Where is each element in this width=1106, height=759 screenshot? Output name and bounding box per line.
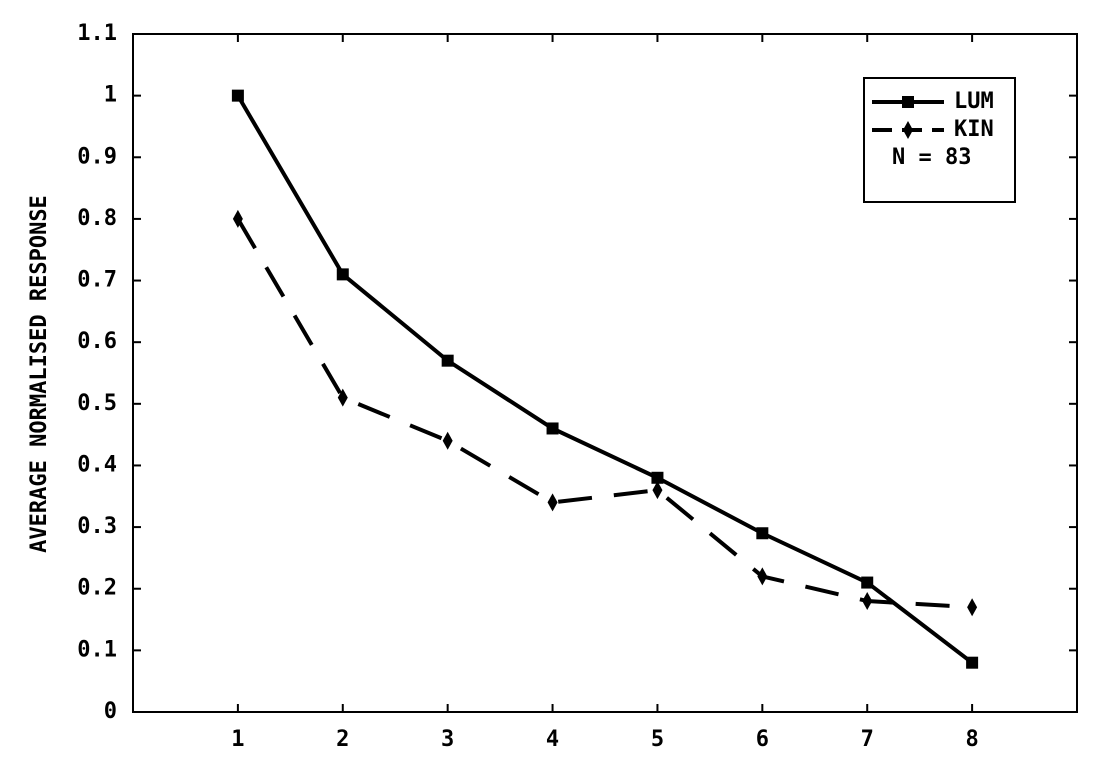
x-tick-label: 4 (546, 727, 559, 752)
legend-label: KIN (954, 117, 994, 142)
annotation: N = 83 (892, 145, 971, 170)
y-tick-label: 0.4 (77, 452, 117, 477)
y-axis-label: AVERAGE NORMALISED RESPONSE (27, 195, 52, 553)
data-point (232, 209, 243, 228)
data-point (441, 354, 454, 367)
legend-marker (902, 96, 914, 108)
data-point (442, 431, 453, 450)
x-tick-label: 5 (651, 727, 664, 752)
data-point (861, 576, 874, 589)
data-point (862, 592, 873, 611)
data-point (967, 598, 978, 617)
y-tick-label: 0.9 (77, 144, 117, 169)
legend-label: LUM (954, 89, 994, 114)
series-line (236, 94, 974, 665)
data-point (756, 527, 769, 540)
x-tick-label: 1 (231, 727, 244, 752)
data-point (652, 481, 663, 500)
y-tick-label: 1 (104, 83, 117, 108)
data-point (336, 268, 349, 281)
y-tick-label: 0.5 (77, 391, 117, 416)
x-tick-label: 7 (861, 727, 874, 752)
data-point (757, 567, 768, 586)
y-tick-label: 0.3 (77, 514, 117, 539)
x-tick-label: 8 (965, 727, 978, 752)
x-tick-label: 3 (441, 727, 454, 752)
y-tick-label: 0.6 (77, 329, 117, 354)
data-point (966, 656, 979, 669)
plot-frame (132, 33, 1078, 713)
x-tick-label: 6 (756, 727, 769, 752)
series-line (236, 217, 973, 610)
x-tick-label: 2 (336, 727, 349, 752)
y-tick-label: 0.8 (77, 206, 117, 231)
legend-marker (903, 121, 913, 139)
y-tick-label: 0.2 (77, 576, 117, 601)
y-tick-label: 1.1 (77, 21, 117, 46)
data-point (547, 493, 558, 512)
data-point (337, 388, 348, 407)
y-tick-label: 0.1 (77, 637, 117, 662)
data-point (546, 422, 559, 435)
data-point (231, 89, 244, 102)
y-tick-label: 0 (104, 699, 117, 724)
y-tick-label: 0.7 (77, 268, 117, 293)
data-point (651, 471, 664, 484)
legend-box (863, 77, 1016, 203)
